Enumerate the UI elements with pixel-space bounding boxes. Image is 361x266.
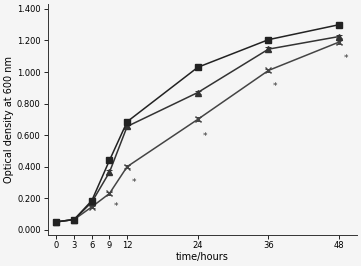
Text: *: *: [273, 82, 278, 91]
X-axis label: time/hours: time/hours: [176, 252, 229, 262]
Text: *: *: [344, 54, 348, 63]
Text: *: *: [203, 132, 207, 141]
Y-axis label: Optical density at 600 nm: Optical density at 600 nm: [4, 56, 14, 183]
Text: *: *: [114, 202, 119, 211]
Text: *: *: [132, 178, 136, 187]
